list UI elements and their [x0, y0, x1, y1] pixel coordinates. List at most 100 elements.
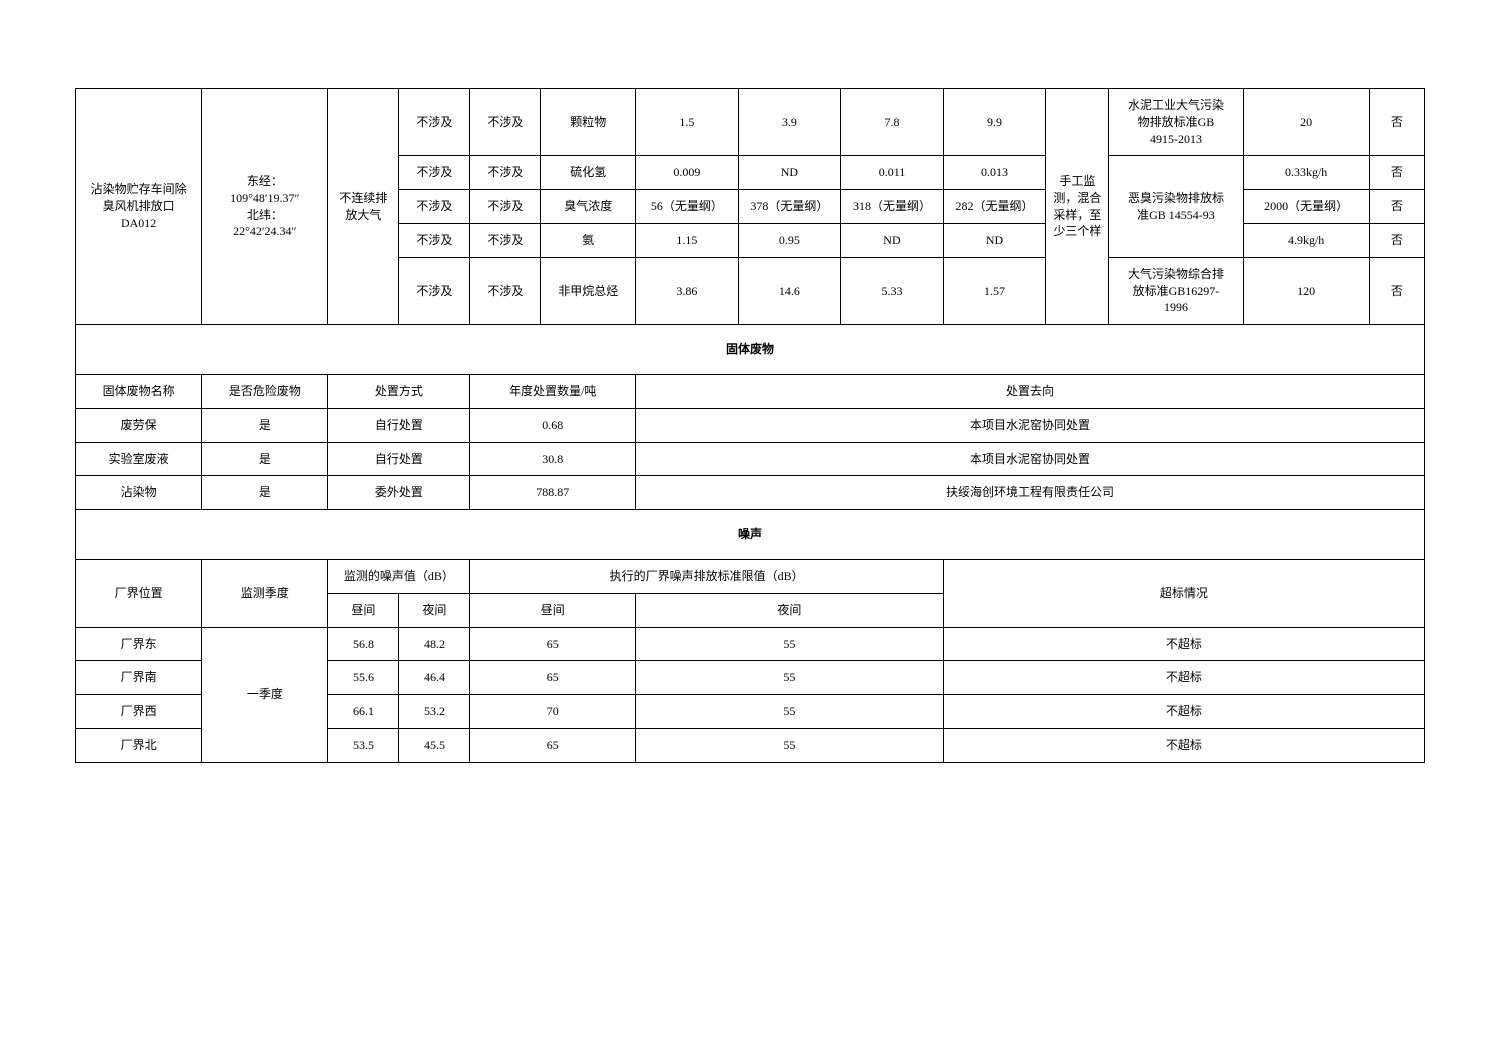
dest-cell: 本项目水泥窑协同处置	[636, 408, 1425, 442]
cell: 不涉及	[470, 223, 541, 257]
stdday-cell: 65	[470, 627, 636, 661]
noise-columns-row-1: 厂界位置 监测季度 监测的噪声值（dB） 执行的厂界噪声排放标准限值（dB） 超…	[76, 559, 1425, 593]
limit-cell: 120	[1243, 257, 1369, 324]
col-std-day: 昼间	[470, 593, 636, 627]
hazard-cell: 是	[202, 408, 328, 442]
std-cell: 恶臭污染物排放标 准GB 14554-93	[1109, 156, 1243, 257]
cell: 不涉及	[399, 257, 470, 324]
status-cell: 不超标	[943, 728, 1424, 762]
season-cell: 一季度	[202, 627, 328, 762]
exceed-cell: 否	[1369, 223, 1424, 257]
stdnight-cell: 55	[636, 661, 944, 695]
pos-cell: 厂界北	[76, 728, 202, 762]
value-cell: 1.57	[943, 257, 1046, 324]
col-night: 夜间	[399, 593, 470, 627]
day-cell: 53.5	[328, 728, 399, 762]
col-season: 监测季度	[202, 559, 328, 627]
value-cell: 318（无量纲）	[841, 190, 944, 224]
col-qty: 年度处置数量/吨	[470, 374, 636, 408]
value-cell: ND	[841, 223, 944, 257]
col-measured: 监测的噪声值（dB）	[328, 559, 470, 593]
limit-cell: 4.9kg/h	[1243, 223, 1369, 257]
cell: 不涉及	[470, 89, 541, 156]
cell: 不涉及	[470, 190, 541, 224]
value-cell: 56（无量纲）	[636, 190, 739, 224]
name-cell: 实验室废液	[76, 442, 202, 476]
stdnight-cell: 55	[636, 728, 944, 762]
value-cell: 3.9	[738, 89, 841, 156]
cell: 不涉及	[399, 89, 470, 156]
value-cell: 282（无量纲）	[943, 190, 1046, 224]
value-cell: 3.86	[636, 257, 739, 324]
solid-waste-title: 固体废物	[76, 325, 1425, 375]
solid-waste-columns-row: 固体废物名称 是否危险废物 处置方式 年度处置数量/吨 处置去向	[76, 374, 1425, 408]
emission-row: 沾染物贮存车间除 臭风机排放口 DA012 东经： 109°48′19.37″ …	[76, 89, 1425, 156]
dest-cell: 扶绥海创环境工程有限责任公司	[636, 476, 1425, 510]
cell: 不涉及	[399, 190, 470, 224]
cell: 不涉及	[470, 156, 541, 190]
exceed-cell: 否	[1369, 257, 1424, 324]
method-cell: 自行处置	[328, 442, 470, 476]
hazard-cell: 是	[202, 476, 328, 510]
col-std: 执行的厂界噪声排放标准限值（dB）	[470, 559, 943, 593]
std-cell: 大气污染物综合排 放标准GB16297- 1996	[1109, 257, 1243, 324]
value-cell: 378（无量纲）	[738, 190, 841, 224]
value-cell: 7.8	[841, 89, 944, 156]
col-day: 昼间	[328, 593, 399, 627]
value-cell: 1.15	[636, 223, 739, 257]
night-cell: 46.4	[399, 661, 470, 695]
coords-cell: 东经： 109°48′19.37″ 北纬： 22°42′24.34″	[202, 89, 328, 325]
day-cell: 55.6	[328, 661, 399, 695]
monitor-cell: 手工监 测，混合 采样，至 少三个样	[1046, 89, 1109, 325]
outlet-cell: 沾染物贮存车间除 臭风机排放口 DA012	[76, 89, 202, 325]
value-cell: ND	[943, 223, 1046, 257]
value-cell: 0.013	[943, 156, 1046, 190]
stdday-cell: 70	[470, 695, 636, 729]
stdnight-cell: 55	[636, 627, 944, 661]
pos-cell: 厂界东	[76, 627, 202, 661]
solid-waste-row: 实验室废液 是 自行处置 30.8 本项目水泥窑协同处置	[76, 442, 1425, 476]
pollutant-cell: 氨	[541, 223, 636, 257]
solid-waste-row: 沾染物 是 委外处置 788.87 扶绥海创环境工程有限责任公司	[76, 476, 1425, 510]
stdnight-cell: 55	[636, 695, 944, 729]
stdday-cell: 65	[470, 728, 636, 762]
solid-waste-header-row: 固体废物	[76, 325, 1425, 375]
value-cell: 9.9	[943, 89, 1046, 156]
status-cell: 不超标	[943, 695, 1424, 729]
method-cell: 自行处置	[328, 408, 470, 442]
noise-header-row: 噪声	[76, 510, 1425, 560]
value-cell: 1.5	[636, 89, 739, 156]
hazard-cell: 是	[202, 442, 328, 476]
value-cell: 5.33	[841, 257, 944, 324]
cell: 不涉及	[399, 156, 470, 190]
pollutant-cell: 硫化氢	[541, 156, 636, 190]
pollutant-cell: 臭气浓度	[541, 190, 636, 224]
pollutant-cell: 颗粒物	[541, 89, 636, 156]
qty-cell: 0.68	[470, 408, 636, 442]
limit-cell: 0.33kg/h	[1243, 156, 1369, 190]
qty-cell: 30.8	[470, 442, 636, 476]
pos-cell: 厂界西	[76, 695, 202, 729]
limit-cell: 20	[1243, 89, 1369, 156]
value-cell: 0.011	[841, 156, 944, 190]
pos-cell: 厂界南	[76, 661, 202, 695]
value-cell: ND	[738, 156, 841, 190]
col-dest: 处置去向	[636, 374, 1425, 408]
cell: 不涉及	[470, 257, 541, 324]
day-cell: 56.8	[328, 627, 399, 661]
col-pos: 厂界位置	[76, 559, 202, 627]
value-cell: 14.6	[738, 257, 841, 324]
col-std-night: 夜间	[636, 593, 944, 627]
pollutant-cell: 非甲烷总烃	[541, 257, 636, 324]
status-cell: 不超标	[943, 627, 1424, 661]
exceed-cell: 否	[1369, 89, 1424, 156]
col-method: 处置方式	[328, 374, 470, 408]
noise-title: 噪声	[76, 510, 1425, 560]
value-cell: 0.95	[738, 223, 841, 257]
col-status: 超标情况	[943, 559, 1424, 627]
day-cell: 66.1	[328, 695, 399, 729]
night-cell: 48.2	[399, 627, 470, 661]
dest-cell: 本项目水泥窑协同处置	[636, 442, 1425, 476]
col-name: 固体废物名称	[76, 374, 202, 408]
std-cell: 水泥工业大气污染 物排放标准GB 4915-2013	[1109, 89, 1243, 156]
